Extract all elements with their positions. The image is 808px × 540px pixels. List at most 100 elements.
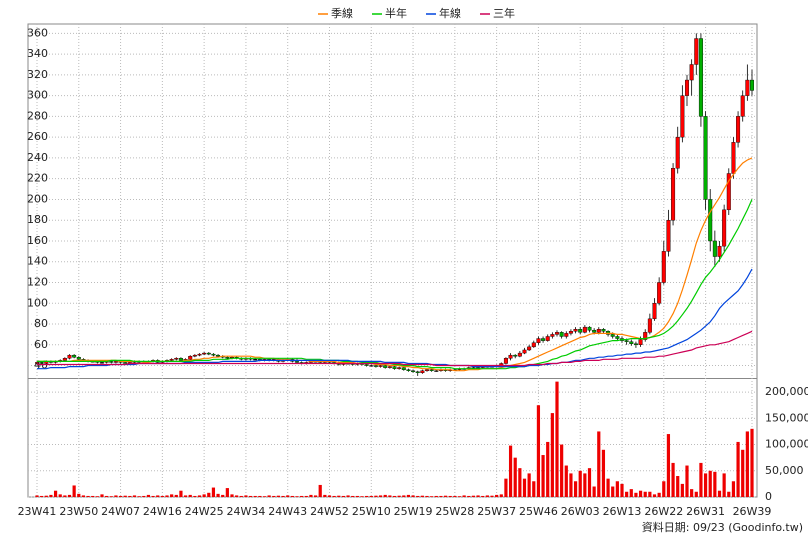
volume-bar	[457, 496, 462, 497]
volume-bar	[652, 494, 657, 497]
volume-bar	[703, 473, 708, 497]
volume-bar	[174, 494, 178, 497]
volume-bar	[304, 495, 308, 497]
y-tick-label: 80	[34, 317, 48, 330]
volume-bar	[253, 495, 257, 497]
candle-body	[652, 303, 657, 320]
x-tick-label: 25W46	[519, 505, 558, 518]
volume-bar	[411, 495, 415, 497]
volume-bar	[722, 473, 726, 497]
volume-bar	[100, 494, 104, 497]
volume-bar	[504, 478, 508, 497]
x-tick-label: 24W52	[310, 505, 349, 518]
volume-bar	[611, 486, 615, 497]
volume-bar	[476, 495, 480, 497]
volume-bar	[35, 495, 39, 497]
volume-bar	[717, 490, 722, 497]
candle-body	[113, 361, 118, 363]
candle-body	[712, 240, 717, 257]
candle-body	[225, 357, 230, 359]
candle-body	[633, 343, 638, 345]
y2-tick-label: 100,000	[765, 438, 808, 451]
volume-bar	[95, 496, 99, 497]
volume-bar	[564, 465, 568, 497]
volume-bar	[662, 481, 666, 497]
candle-body	[513, 354, 518, 357]
volume-bar	[560, 444, 564, 497]
volume-bar	[369, 495, 373, 497]
volume-bar	[629, 489, 633, 497]
volume-bar	[495, 494, 499, 497]
x-tick-label: 24W16	[143, 505, 182, 518]
candle-body	[522, 349, 527, 354]
volume-bar	[727, 491, 731, 497]
candle-body	[750, 79, 755, 91]
y-tick-label: 60	[34, 338, 48, 351]
volume-bar	[300, 495, 304, 497]
volume-bar	[527, 473, 531, 497]
volume-bar	[625, 491, 629, 497]
volume-bar	[569, 473, 573, 497]
candle-body	[703, 116, 708, 200]
volume-bar	[615, 481, 619, 497]
volume-bar	[355, 495, 359, 497]
candle-body	[536, 338, 541, 343]
volume-bar	[467, 495, 471, 497]
candle-body	[527, 346, 532, 351]
y-tick-label: 180	[27, 213, 48, 226]
volume-bar	[513, 457, 517, 497]
y-tick-label: 220	[27, 172, 48, 185]
volume-bar	[290, 495, 294, 497]
volume-bar	[128, 495, 132, 497]
volume-bar	[439, 495, 443, 497]
volume-bar	[327, 495, 332, 497]
volume-bar	[741, 449, 745, 497]
volume-bar	[318, 484, 322, 497]
candle-body	[698, 38, 703, 117]
volume-bar	[323, 494, 327, 497]
candle-body	[671, 168, 676, 221]
volume-bar	[648, 491, 652, 497]
y-tick-label: 240	[27, 151, 48, 164]
volume-bar	[244, 495, 248, 497]
volume-bar	[170, 494, 174, 497]
y-tick-label: 100	[27, 296, 48, 309]
volume-bar	[156, 495, 160, 497]
volume-bar	[281, 495, 285, 497]
volume-bar	[448, 495, 452, 497]
volume-bar	[341, 495, 346, 497]
volume-bar	[86, 495, 90, 497]
volume-bar	[132, 495, 137, 497]
volume-bar	[118, 495, 123, 497]
volume-bar	[151, 495, 155, 497]
volume-bar	[109, 496, 113, 497]
candle-body	[76, 357, 81, 360]
volume-bar	[392, 495, 397, 497]
volume-bar	[378, 495, 383, 497]
volume-bar	[72, 485, 76, 497]
volume-bar	[434, 495, 438, 497]
candle-body	[531, 342, 536, 348]
candle-body	[657, 282, 662, 304]
volume-bar	[606, 478, 610, 497]
volume-bar	[114, 495, 118, 497]
candle-body	[517, 352, 522, 357]
volume-bar	[416, 495, 420, 497]
volume-bar	[332, 495, 336, 497]
volume-bar	[225, 488, 229, 497]
volume-bar	[239, 495, 243, 497]
volume-bar	[453, 495, 457, 497]
volume-bar	[276, 495, 281, 497]
candle-body	[425, 369, 430, 371]
volume-bar	[179, 490, 183, 497]
volume-bar	[587, 468, 592, 497]
volume-bar	[601, 449, 606, 497]
x-tick-label: 23W50	[59, 505, 98, 518]
volume-bar	[165, 495, 169, 497]
candle-body	[666, 220, 671, 252]
x-tick-label: 25W10	[352, 505, 391, 518]
candle-body	[253, 359, 258, 361]
legend-label: 季線	[331, 6, 353, 20]
volume-bar	[337, 495, 341, 497]
volume-bar	[197, 495, 202, 497]
